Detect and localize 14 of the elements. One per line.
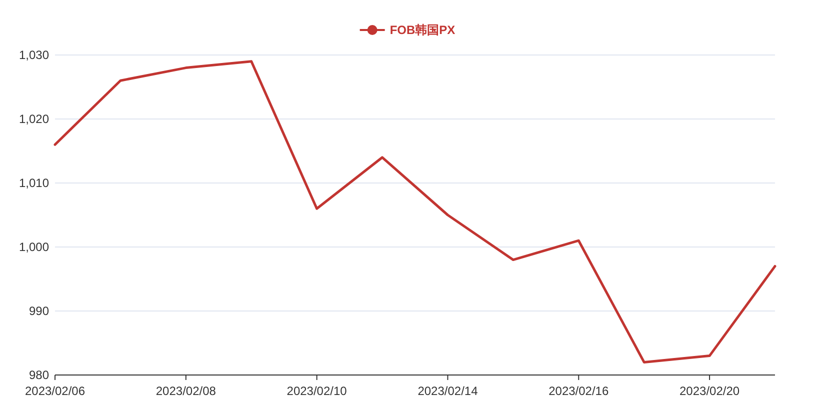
x-tick-label: 2023/02/20 xyxy=(680,384,740,398)
legend-label: FOB韩国PX xyxy=(390,23,456,37)
x-tick-label: 2023/02/16 xyxy=(548,384,609,398)
x-tick-label: 2023/02/06 xyxy=(24,384,86,398)
y-tick-label: 1,020 xyxy=(18,112,50,126)
y-tick-label: 980 xyxy=(28,368,50,382)
line-series xyxy=(54,60,776,364)
y-tick-label: 1,010 xyxy=(18,176,50,190)
y-tick-label: 1,030 xyxy=(18,48,50,62)
x-tick-label: 2023/02/14 xyxy=(418,384,478,398)
x-tick-label: 2023/02/08 xyxy=(156,384,216,398)
x-tick-label: 2023/02/10 xyxy=(286,384,348,398)
y-tick-label: 990 xyxy=(28,304,50,318)
y-tick-label: 1,000 xyxy=(18,240,50,254)
